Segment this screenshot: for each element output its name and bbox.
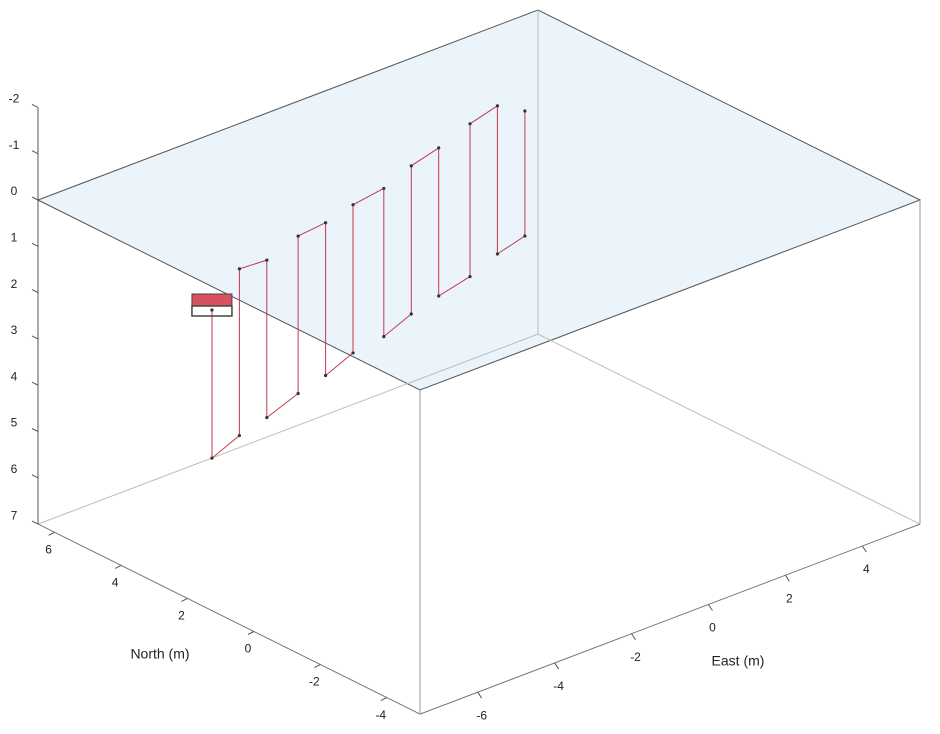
- box-edge: [538, 334, 920, 524]
- z-tick: [32, 243, 38, 246]
- y-tick-label: 2: [178, 609, 185, 623]
- trajectory-point: [468, 122, 471, 125]
- trajectory-point: [238, 434, 241, 437]
- z-tick: [32, 290, 38, 293]
- y-tick: [181, 598, 187, 601]
- x-tick-label: -2: [630, 650, 641, 664]
- rov-body: [192, 294, 232, 306]
- x-tick: [785, 575, 789, 581]
- chart: North (m) East (m) -2 -1 0 1 2 3 4 5 6 7 -4 -2 0 2 4 6 -…: [0, 0, 940, 729]
- x-tick: [478, 692, 482, 698]
- x-tick: [708, 604, 712, 610]
- y-tick-label: -4: [375, 708, 386, 722]
- trajectory-point: [382, 187, 385, 190]
- z-tick-label: 0: [11, 184, 18, 198]
- trajectory-point: [210, 457, 213, 460]
- trajectory-point: [297, 392, 300, 395]
- y-tick: [381, 698, 387, 701]
- y-tick: [314, 665, 320, 668]
- y-tick: [248, 631, 254, 634]
- x-tick-label: 4: [863, 562, 870, 576]
- trajectory-point: [324, 221, 327, 224]
- surface-plane: [38, 10, 920, 390]
- trajectory-point: [496, 252, 499, 255]
- trajectory-point: [468, 275, 471, 278]
- z-tick: [32, 521, 38, 524]
- z-tick-label: 7: [11, 508, 18, 522]
- trajectory-point: [437, 146, 440, 149]
- trajectory-point: [523, 109, 526, 112]
- trajectory-point: [437, 294, 440, 297]
- y-axis-label: North (m): [130, 646, 189, 662]
- trajectory-point: [523, 234, 526, 237]
- z-tick: [32, 382, 38, 385]
- trajectory-point: [351, 351, 354, 354]
- trajectory-point: [351, 203, 354, 206]
- z-tick: [32, 336, 38, 339]
- y-tick-label: 4: [112, 576, 119, 590]
- y-tick-label: 6: [45, 543, 52, 557]
- y-tick-label: -2: [309, 675, 320, 689]
- z-tick: [32, 475, 38, 478]
- x-tick-label: 0: [709, 621, 716, 635]
- z-tick: [32, 151, 38, 154]
- x-tick: [632, 634, 636, 640]
- trajectory-point: [210, 308, 213, 311]
- trajectory-point: [265, 416, 268, 419]
- x-tick-label: -4: [553, 679, 564, 693]
- box-edge: [420, 524, 920, 714]
- z-tick: [32, 429, 38, 432]
- x-tick-label: 2: [786, 591, 793, 605]
- z-tick-label: 1: [11, 230, 18, 244]
- z-tick-label: -1: [9, 138, 20, 152]
- z-tick-label: 2: [11, 277, 18, 291]
- z-tick-label: 4: [11, 369, 18, 383]
- box-edge: [38, 524, 420, 714]
- x-tick-label: -6: [476, 708, 487, 722]
- y-tick: [49, 532, 55, 535]
- trajectory-point: [297, 234, 300, 237]
- y-tick-label: 0: [245, 642, 252, 656]
- trajectory-point: [496, 104, 499, 107]
- z-tick-label: 6: [11, 462, 18, 476]
- box-edge: [38, 334, 538, 524]
- trajectory-point: [382, 335, 385, 338]
- z-tick-label: -2: [9, 92, 20, 106]
- x-axis-label: East (m): [712, 653, 765, 669]
- x-tick: [862, 546, 866, 552]
- trajectory-point: [265, 259, 268, 262]
- z-tick: [32, 197, 38, 200]
- z-tick-label: 3: [11, 323, 18, 337]
- trajectory-point: [410, 164, 413, 167]
- x-tick: [555, 663, 559, 669]
- trajectory-point: [324, 374, 327, 377]
- z-tick-label: 5: [11, 416, 18, 430]
- y-tick: [115, 565, 121, 568]
- trajectory-point: [238, 267, 241, 270]
- trajectory-point: [410, 312, 413, 315]
- z-tick: [32, 104, 38, 107]
